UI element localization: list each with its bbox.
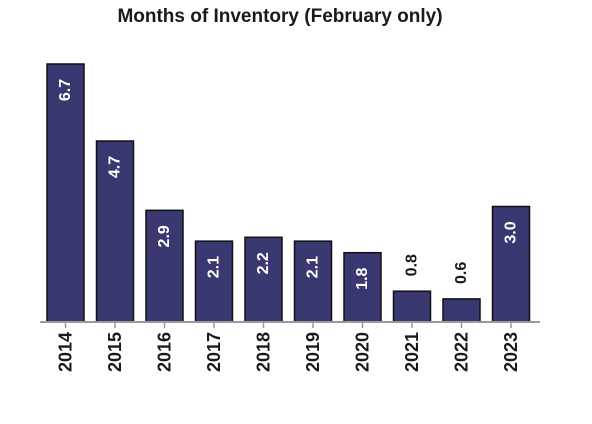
bar-2019 (293, 240, 333, 323)
x-tick-label-2014: 2014 (56, 332, 76, 372)
x-tick-label-2015: 2015 (105, 332, 125, 372)
data-label-2017: 2.1 (206, 256, 223, 278)
x-tick-label-2017: 2017 (204, 332, 224, 372)
x-tick-label-2020: 2020 (353, 332, 373, 372)
data-label-2015: 4.7 (107, 156, 124, 178)
x-tick-label-2023: 2023 (501, 332, 521, 372)
x-tick-label-2019: 2019 (303, 332, 323, 372)
data-label-2023: 3.0 (503, 221, 520, 243)
bar-2023 (491, 205, 531, 323)
bar-2014 (46, 63, 85, 323)
data-label-2020: 1.8 (354, 267, 371, 289)
x-tick-label-2022: 2022 (452, 332, 472, 372)
x-tick-label-2016: 2016 (155, 332, 175, 372)
data-label-2016: 2.9 (156, 225, 173, 247)
bar-2015 (95, 140, 135, 323)
bar-2017 (194, 240, 234, 323)
x-tick-label-2018: 2018 (254, 332, 274, 372)
data-label-2021: 0.8 (404, 254, 421, 276)
data-label-2019: 2.1 (305, 256, 322, 278)
data-label-2022: 0.6 (453, 262, 470, 284)
x-tick-label-2021: 2021 (402, 332, 422, 372)
chart-title: Months of Inventory (February only) (117, 6, 443, 27)
bar-2020 (343, 251, 382, 323)
data-label-2018: 2.2 (255, 252, 272, 274)
bar-2022 (442, 298, 481, 323)
bar-2018 (244, 236, 283, 323)
bar-2021 (392, 290, 432, 323)
data-label-2014: 6.7 (57, 79, 74, 101)
